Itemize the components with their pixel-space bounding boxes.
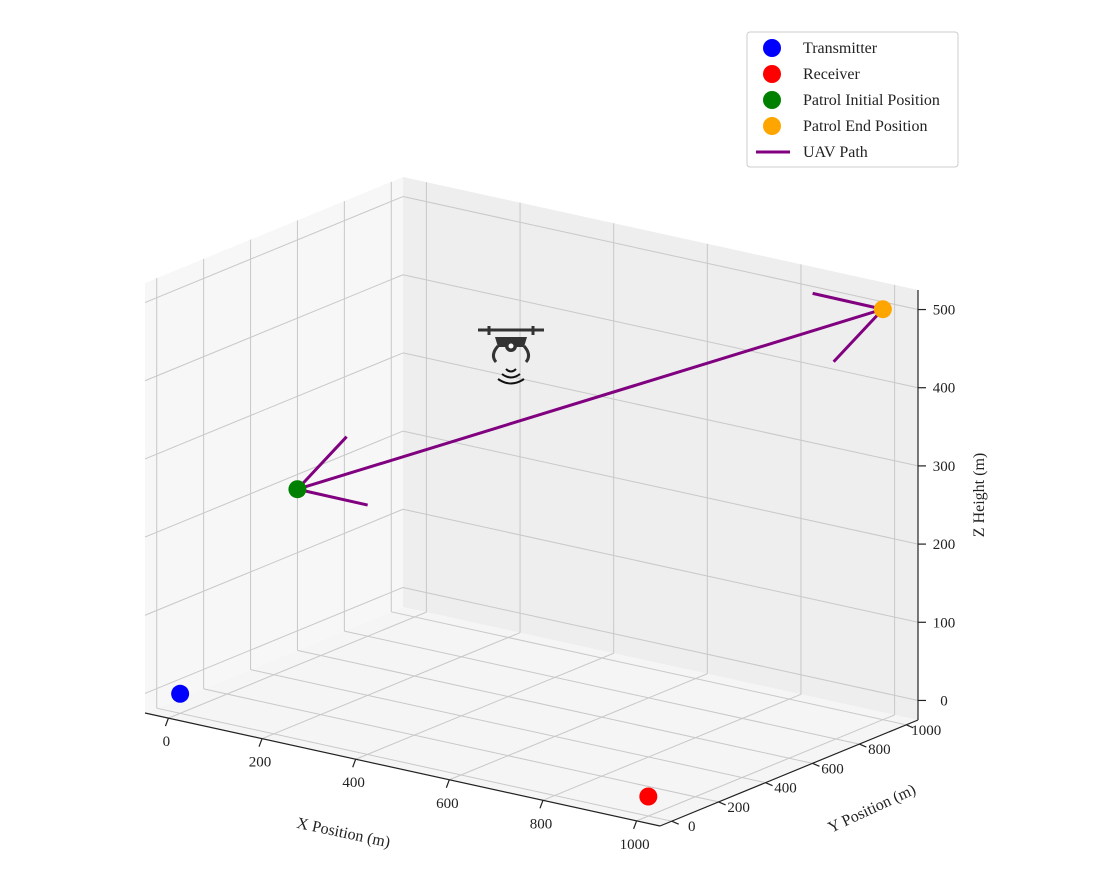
z-tick-label: 400 bbox=[933, 381, 956, 397]
y-tick bbox=[812, 762, 820, 767]
grid-line bbox=[402, 274, 919, 389]
z-tick-label: 100 bbox=[933, 615, 956, 631]
x-tick-label: 600 bbox=[436, 796, 459, 812]
patrol-end-position-marker bbox=[873, 300, 892, 319]
grid-line bbox=[261, 632, 521, 740]
grid-line bbox=[402, 430, 919, 545]
legend-label: Patrol Initial Position bbox=[803, 92, 940, 109]
y-tick-label: 600 bbox=[821, 761, 844, 777]
axis-lines bbox=[144, 290, 919, 827]
drone-icon bbox=[478, 326, 544, 385]
y-tick-label: 1000 bbox=[911, 723, 941, 739]
z-tick-label: 500 bbox=[933, 303, 956, 319]
grid-line bbox=[144, 352, 404, 460]
x-axis-label: X Position (m) bbox=[295, 815, 392, 851]
grid-line bbox=[144, 430, 404, 538]
y-tick-label: 400 bbox=[774, 781, 797, 797]
legend-label: Patrol End Position bbox=[803, 118, 927, 135]
grid-line bbox=[144, 586, 404, 694]
x-tick-label: 0 bbox=[163, 734, 171, 750]
x-tick bbox=[445, 779, 450, 788]
grid-line bbox=[344, 630, 860, 745]
x-tick bbox=[352, 759, 357, 768]
y-tick bbox=[765, 782, 773, 787]
floor-pane bbox=[145, 607, 918, 826]
x-tick bbox=[164, 717, 169, 727]
grid-line bbox=[355, 652, 614, 760]
transmitter-marker bbox=[171, 684, 190, 703]
legend-label: Transmitter bbox=[803, 40, 878, 57]
grid-line bbox=[542, 693, 802, 801]
legend: Transmitter Receiver Patrol Initial Positi… bbox=[746, 31, 959, 168]
patrol-initial-position-marker bbox=[288, 480, 307, 499]
y-tick bbox=[671, 820, 679, 825]
x-tick-label: 400 bbox=[342, 775, 365, 791]
x-tick-label: 800 bbox=[530, 816, 553, 832]
y-tick-label: 800 bbox=[868, 742, 891, 758]
grid-line bbox=[144, 508, 404, 616]
z-tick-label: 200 bbox=[933, 537, 956, 553]
grid-lines bbox=[144, 181, 919, 822]
grid-line bbox=[391, 611, 907, 726]
grid-line bbox=[250, 669, 766, 784]
y-axis-label: Y Position (m) bbox=[826, 781, 919, 836]
uav-path-arrowhead-start bbox=[297, 487, 368, 507]
grid-line bbox=[144, 274, 404, 382]
grid-line bbox=[402, 352, 919, 467]
grid-line bbox=[449, 673, 708, 781]
y-tick bbox=[859, 743, 867, 748]
grid-line bbox=[402, 508, 919, 623]
x-tick bbox=[258, 738, 263, 747]
grid-line bbox=[402, 586, 919, 701]
y-tick-label: 200 bbox=[727, 800, 750, 816]
legend-swatch-marker bbox=[763, 91, 781, 109]
grid-line bbox=[203, 688, 719, 803]
legend-swatch-marker bbox=[763, 117, 781, 135]
receiver-marker bbox=[639, 787, 658, 806]
x-tick bbox=[539, 800, 544, 809]
y-axis-line bbox=[659, 719, 919, 827]
x-tick-label: 1000 bbox=[620, 837, 650, 853]
grid-line bbox=[297, 649, 813, 764]
z-tick-label: 0 bbox=[940, 693, 948, 709]
y-tick bbox=[906, 724, 914, 729]
tick-labels: 0 200 400 600 800 1000 0 200 400 600 800 1000 0 100 20… bbox=[163, 303, 956, 853]
legend-label: UAV Path bbox=[803, 144, 868, 161]
uav-path-arrowhead-end bbox=[832, 308, 884, 363]
left-pane bbox=[145, 177, 403, 713]
grid-line bbox=[156, 707, 672, 822]
grid-line bbox=[168, 611, 427, 719]
x-axis-line bbox=[144, 712, 661, 827]
legend-label: Receiver bbox=[803, 66, 861, 83]
y-tick-label: 0 bbox=[688, 819, 696, 835]
z-axis-label: Z Height (m) bbox=[971, 453, 988, 537]
x-tick-label: 200 bbox=[249, 755, 272, 771]
legend-swatch-marker bbox=[763, 39, 781, 57]
axis-panes bbox=[145, 177, 918, 826]
grid-line bbox=[402, 196, 919, 311]
uav-path-arrowhead-start bbox=[296, 435, 348, 491]
uav-path-line bbox=[296, 307, 884, 491]
x-tick bbox=[633, 820, 638, 830]
data-marks bbox=[171, 291, 892, 806]
grid-line bbox=[636, 714, 895, 822]
uav-path-arrowhead-end bbox=[812, 291, 884, 311]
y-tick bbox=[718, 801, 726, 806]
back-pane bbox=[403, 177, 918, 720]
legend-swatch-marker bbox=[763, 65, 781, 83]
z-tick-label: 300 bbox=[933, 459, 956, 475]
grid-line bbox=[144, 196, 404, 304]
